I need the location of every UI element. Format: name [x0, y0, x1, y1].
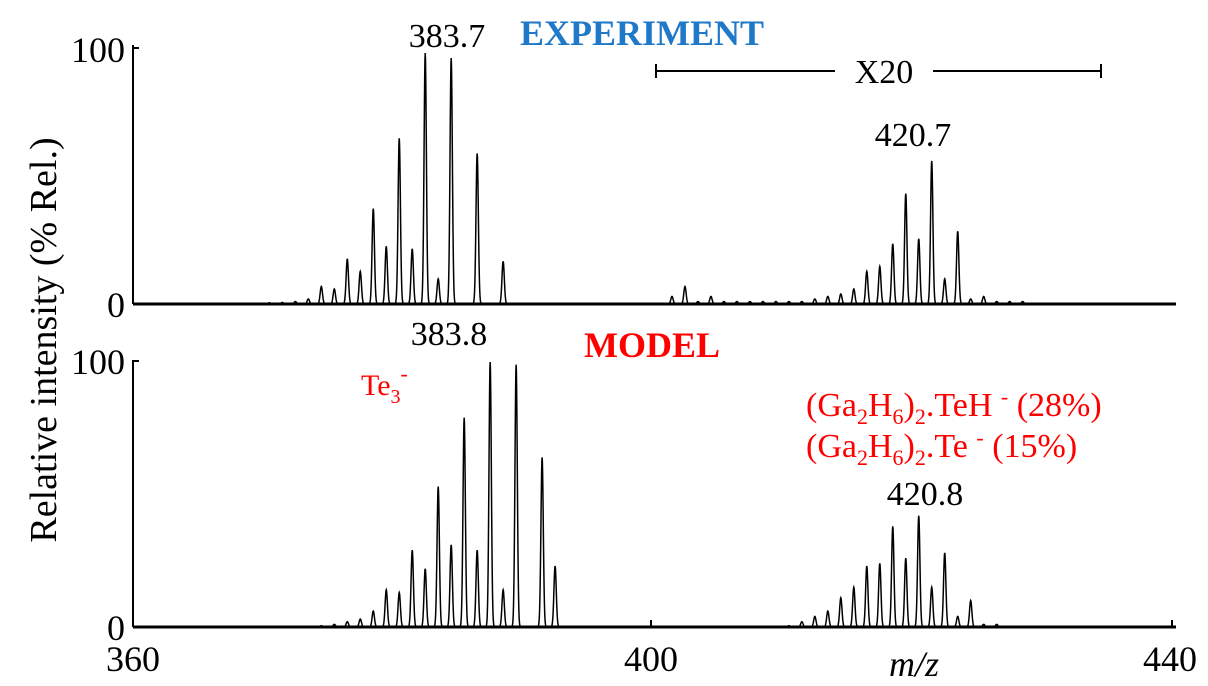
x-axis-label: m/z [889, 644, 939, 681]
experiment-peak-label-2: 420.7 [875, 117, 952, 154]
x20-scale-bar: X20 [655, 54, 1102, 91]
x-tick-label-400: 400 [624, 639, 678, 679]
experiment-y-tick-0: 0 [107, 285, 125, 325]
scale-bar-label: X20 [855, 54, 914, 91]
experiment-peak-label-1: 383.7 [409, 18, 486, 55]
y-axis-label: Relative intensity (% Rel.) [23, 137, 65, 542]
experiment-panel: 100 0 EXPERIMENT 383.7 420.7 X20 [71, 13, 1176, 325]
x-tick-label-360: 360 [106, 639, 160, 679]
model-y-tick-100: 100 [71, 342, 125, 382]
annotation-te3: Te3- [361, 361, 408, 408]
x-tick-label-440: 440 [1143, 639, 1197, 679]
experiment-series-2 [664, 160, 1122, 305]
annotation-ga2h6-teh: (Ga2H6)2.TeH - (28%) [806, 384, 1102, 429]
annotation-ga2h6-te: (Ga2H6)2.Te - (15%) [806, 425, 1077, 470]
model-panel: 100 0 MODEL 383.8 420.8 Te3- (Ga2H6)2.Te… [71, 316, 1197, 684]
experiment-series-1 [261, 52, 524, 305]
model-title: MODEL [584, 325, 720, 365]
model-series-2 [781, 515, 1031, 628]
model-y-tick-0: 0 [107, 608, 125, 648]
model-peak-label-2: 420.8 [887, 476, 964, 513]
model-peak-label-1: 383.8 [411, 316, 488, 353]
experiment-y-tick-100: 100 [71, 30, 125, 70]
model-series-1 [300, 361, 563, 628]
experiment-spectrum [261, 52, 1122, 305]
experiment-title: EXPERIMENT [520, 13, 764, 53]
